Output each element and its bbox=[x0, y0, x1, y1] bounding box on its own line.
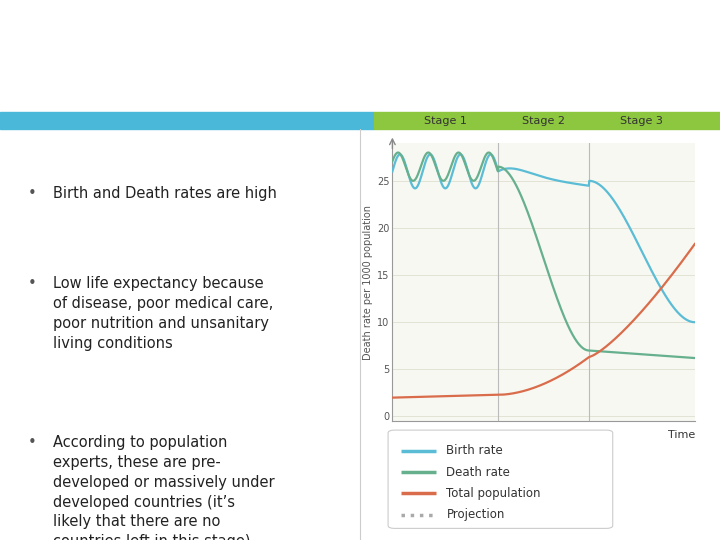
Text: Stage 1: Stage 1 bbox=[424, 117, 467, 126]
Text: •: • bbox=[28, 276, 37, 292]
Text: Projection: Projection bbox=[446, 508, 505, 521]
Text: Time: Time bbox=[667, 430, 695, 440]
Text: Total population: Total population bbox=[446, 487, 541, 500]
Text: Death rate: Death rate bbox=[446, 465, 510, 478]
Text: Birth and Death rates are high: Birth and Death rates are high bbox=[53, 186, 277, 201]
Text: •: • bbox=[28, 186, 37, 201]
Text: •: • bbox=[28, 435, 37, 450]
Text: Low life expectancy because
of disease, poor medical care,
poor nutrition and un: Low life expectancy because of disease, … bbox=[53, 276, 274, 351]
Text: Stage 2: Stage 2 bbox=[522, 117, 565, 126]
Bar bbox=[0, 112, 374, 129]
Text: Stage 1: Pre-Transition: Stage 1: Pre-Transition bbox=[158, 59, 562, 93]
Text: Stage 3: Stage 3 bbox=[621, 117, 663, 126]
FancyBboxPatch shape bbox=[388, 430, 613, 528]
Bar bbox=[374, 112, 720, 129]
Y-axis label: Death rate per 1000 population: Death rate per 1000 population bbox=[363, 205, 373, 360]
Text: Birth rate: Birth rate bbox=[446, 444, 503, 457]
Text: According to population
experts, these are pre-
developed or massively under
dev: According to population experts, these a… bbox=[53, 435, 275, 540]
